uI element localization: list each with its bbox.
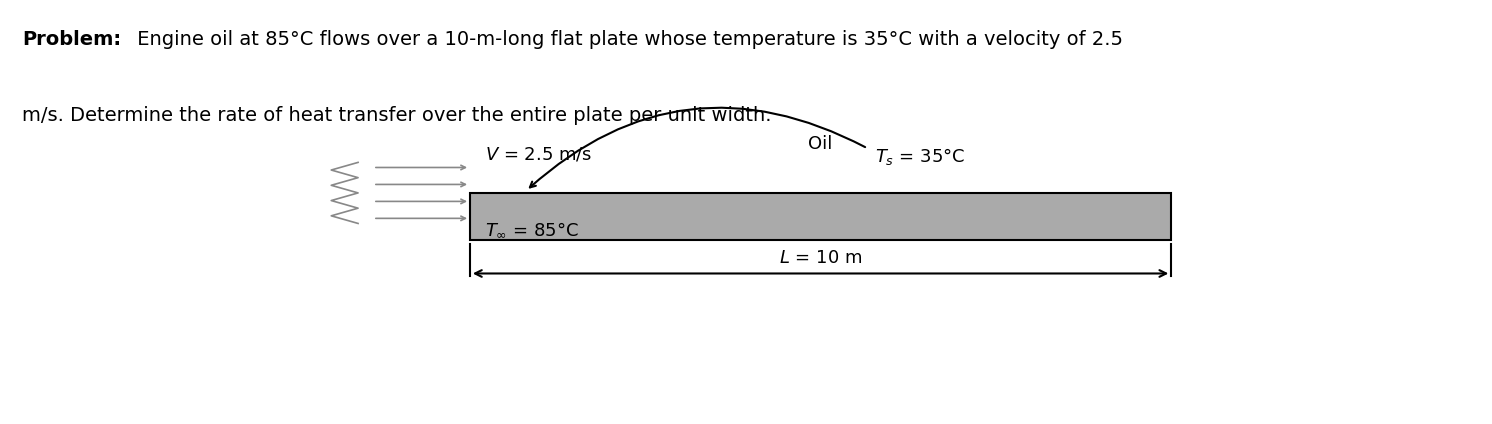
Text: $\it{V}$ = 2.5 m/s: $\it{V}$ = 2.5 m/s	[485, 146, 592, 164]
Text: $\it{L}$ = 10 m: $\it{L}$ = 10 m	[779, 249, 862, 267]
Text: $\it{T_s}$ = 35°C: $\it{T_s}$ = 35°C	[874, 146, 965, 167]
Text: Engine oil at 85°C flows over a 10-m-long flat plate whose temperature is 35°C w: Engine oil at 85°C flows over a 10-m-lon…	[131, 30, 1123, 49]
Text: m/s. Determine the rate of heat transfer over the entire plate per unit width.: m/s. Determine the rate of heat transfer…	[22, 106, 771, 125]
Text: $\it{T}_\infty$ = 85°C: $\it{T}_\infty$ = 85°C	[485, 220, 579, 239]
Text: Problem:: Problem:	[22, 30, 121, 49]
Text: Oil: Oil	[809, 135, 833, 153]
